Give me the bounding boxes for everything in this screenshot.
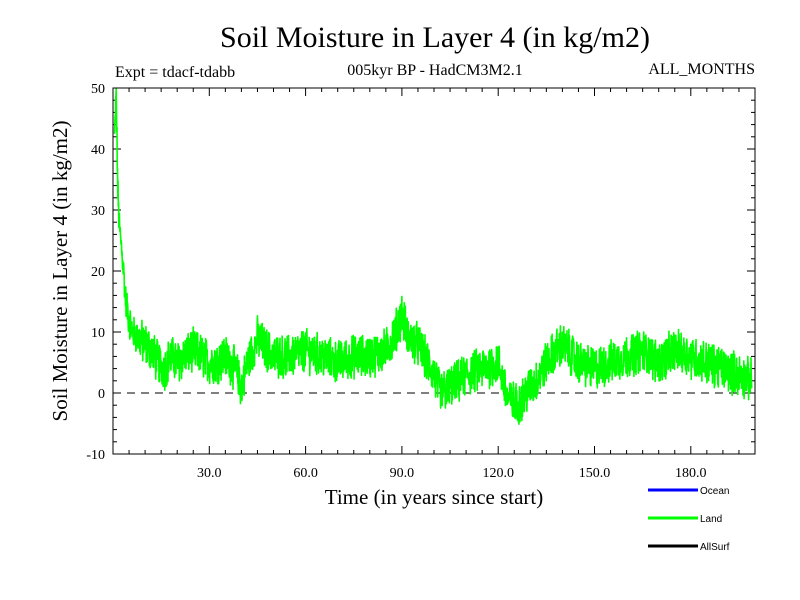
y-axis-label: Soil Moisture in Layer 4 (in kg/m2) (48, 121, 72, 422)
x-tick-label: 150.0 (579, 466, 611, 481)
months-label: ALL_MONTHS (648, 61, 755, 78)
legend-label-allsurf: AllSurf (700, 542, 730, 553)
y-tick-label: -10 (86, 448, 105, 463)
series-line-land (113, 87, 753, 426)
y-tick-label: 30 (91, 204, 105, 219)
x-tick-label: 90.0 (390, 466, 415, 481)
chart-subtitle: 005kyr BP - HadCM3M2.1 (347, 62, 522, 79)
expt-label: Expt = tdacf-tdabb (115, 64, 235, 81)
legend-label-ocean: Ocean (700, 486, 729, 497)
series-layer (113, 87, 753, 426)
plot-frame (112, 87, 756, 455)
y-tick-label: 50 (91, 82, 105, 97)
x-tick-labels: 30.0 60.0 90.0 120.0 150.0 180.0 (197, 466, 707, 481)
x-tick-label: 30.0 (197, 466, 222, 481)
legend-label-land: Land (700, 514, 722, 525)
x-tick-label: 120.0 (482, 466, 514, 481)
y-tick-label: 0 (98, 387, 105, 402)
axis-ticks (113, 87, 755, 455)
legend: Ocean Land AllSurf (648, 486, 730, 553)
chart-title: Soil Moisture in Layer 4 (in kg/m2) (220, 21, 650, 54)
y-tick-label: 10 (91, 326, 105, 341)
x-tick-label: 60.0 (293, 466, 318, 481)
x-axis-label: Time (in years since start) (325, 485, 544, 509)
x-tick-label: 180.0 (675, 466, 707, 481)
y-tick-labels: -10 0 10 20 30 40 50 (86, 82, 105, 463)
y-tick-label: 40 (91, 143, 105, 158)
y-tick-label: 20 (91, 265, 105, 280)
